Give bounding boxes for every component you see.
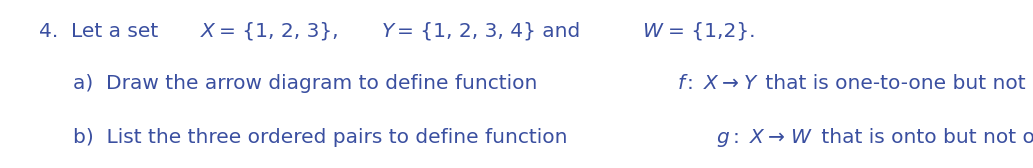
Text: →: →	[722, 74, 739, 93]
Text: →: →	[768, 128, 785, 147]
Text: that is one-to-one but not onto.: that is one-to-one but not onto.	[759, 74, 1033, 93]
Text: :: :	[733, 128, 746, 147]
Text: that is onto but not one-to-one.: that is onto but not one-to-one.	[815, 128, 1033, 147]
Text: Y: Y	[744, 74, 756, 93]
Text: a)  Draw the arrow diagram to define function: a) Draw the arrow diagram to define func…	[73, 74, 541, 93]
Text: f: f	[678, 74, 685, 93]
Text: b)  List the three ordered pairs to define function: b) List the three ordered pairs to defin…	[73, 128, 572, 147]
Text: 4.  Let a set: 4. Let a set	[39, 22, 165, 41]
Text: = {1, 2, 3},: = {1, 2, 3},	[219, 22, 345, 41]
Text: W: W	[789, 128, 810, 147]
Text: X: X	[703, 74, 718, 93]
Text: W: W	[643, 22, 662, 41]
Text: g: g	[717, 128, 729, 147]
Text: :: :	[687, 74, 700, 93]
Text: X: X	[201, 22, 215, 41]
Text: X: X	[750, 128, 763, 147]
Text: = {1, 2, 3, 4} and: = {1, 2, 3, 4} and	[398, 22, 587, 41]
Text: = {1,2}.: = {1,2}.	[667, 22, 755, 41]
Text: Y: Y	[381, 22, 394, 41]
